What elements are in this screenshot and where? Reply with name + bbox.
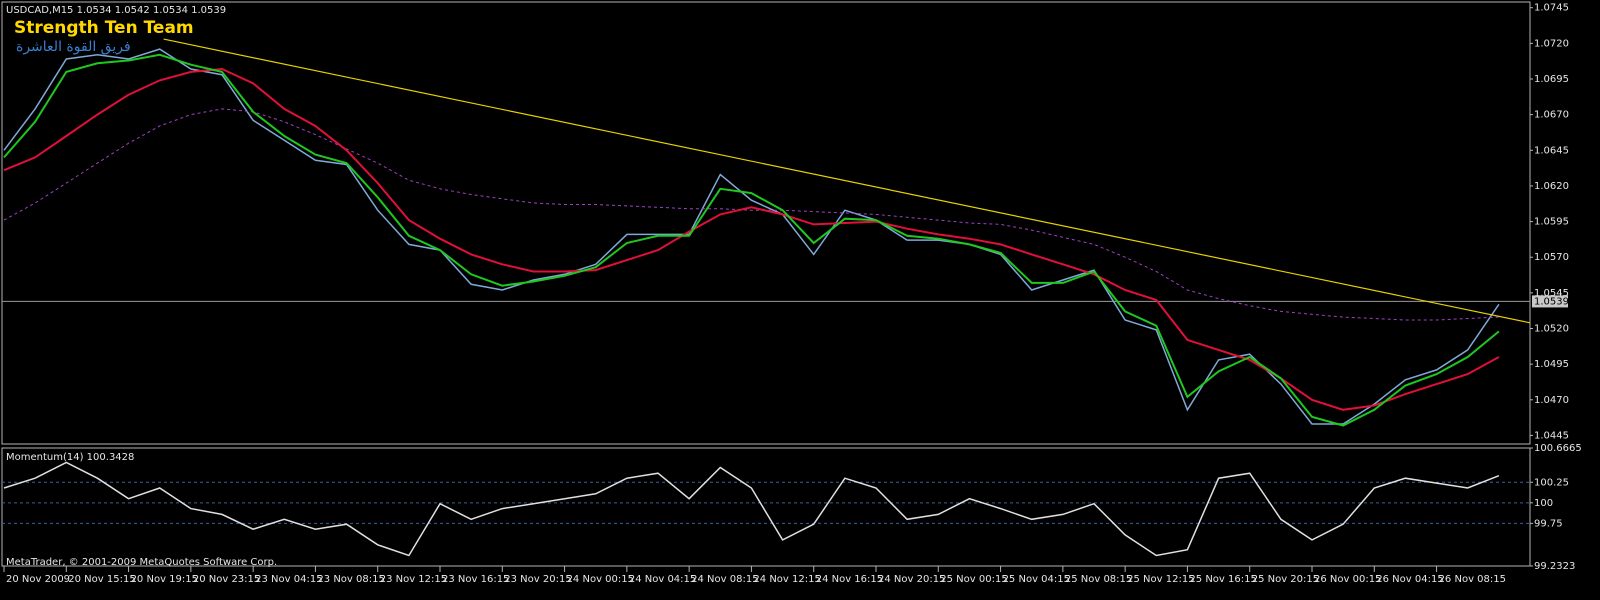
x-tick-label: 25 Nov 16:15	[1189, 574, 1256, 585]
x-tick-label: 26 Nov 00:15	[1314, 574, 1381, 585]
x-tick-label: 25 Nov 20:15	[1252, 574, 1319, 585]
symbol-header: USDCAD,M15 1.0534 1.0542 1.0534 1.0539	[6, 5, 226, 16]
y-tick-label: 1.0745	[1534, 3, 1569, 14]
x-tick-label: 20 Nov 23:15	[193, 574, 260, 585]
indicator-label: Momentum(14) 100.3428	[6, 452, 134, 463]
x-tick-label: 20 Nov 19:15	[131, 574, 198, 585]
y-tick-label: 1.0645	[1534, 145, 1569, 156]
x-tick-label: 26 Nov 04:15	[1376, 574, 1443, 585]
y-tick-label: 1.0520	[1534, 324, 1569, 335]
chart-title: Strength Ten Team	[14, 18, 194, 38]
y-tick-label: 100.25	[1534, 477, 1569, 488]
price-panel	[1, 1, 1531, 445]
x-tick-label: 25 Nov 12:15	[1127, 574, 1194, 585]
x-tick-label: 23 Nov 16:15	[442, 574, 509, 585]
footer: MetaTrader, © 2001-2009 MetaQuotes Softw…	[6, 557, 277, 568]
series-line	[3, 53, 1500, 427]
y-tick-label: 100.6665	[1534, 443, 1582, 454]
x-tick-label: 24 Nov 20:15	[878, 574, 945, 585]
x-tick-label: 24 Nov 08:15	[691, 574, 758, 585]
y-tick-label: 99.75	[1534, 518, 1563, 529]
y-tick-label: 1.0445	[1534, 430, 1569, 441]
x-tick-label: 23 Nov 12:15	[380, 574, 447, 585]
x-tick-label: 23 Nov 04:15	[255, 574, 322, 585]
y-tick-label: 1.0470	[1534, 395, 1569, 406]
y-tick-label: 1.0720	[1534, 38, 1569, 49]
x-tick-label: 24 Nov 16:15	[816, 574, 883, 585]
momentum-panel	[1, 447, 1531, 567]
y-tick-label: 1.0495	[1534, 359, 1569, 370]
x-tick-label: 26 Nov 08:15	[1439, 574, 1506, 585]
series-line	[3, 108, 1499, 321]
x-tick-label: 25 Nov 00:15	[940, 574, 1007, 585]
y-tick-label: 99.2323	[1534, 561, 1575, 572]
x-tick-label: 20 Nov 2009	[6, 574, 70, 585]
chart-subtitle: فريق القوة العاشرة	[16, 39, 131, 55]
y-tick-label: 1.0570	[1534, 252, 1569, 263]
y-tick-label: 1.0595	[1534, 217, 1569, 228]
x-tick-label: 25 Nov 08:15	[1065, 574, 1132, 585]
series-line	[3, 461, 1500, 557]
y-tick-label: 1.0670	[1534, 110, 1569, 121]
y-tick-label: 1.0620	[1534, 181, 1569, 192]
trendline	[163, 38, 1531, 324]
x-tick-label: 23 Nov 20:15	[504, 574, 571, 585]
x-tick-label: 23 Nov 08:15	[317, 574, 384, 585]
x-tick-label: 24 Nov 12:15	[753, 574, 820, 585]
y-tick-label: 1.0545	[1534, 288, 1569, 299]
x-tick-label: 24 Nov 00:15	[567, 574, 634, 585]
series-line	[3, 48, 1500, 425]
x-tick-label: 20 Nov 15:15	[68, 574, 135, 585]
series-line	[3, 67, 1500, 411]
x-tick-label: 25 Nov 04:15	[1003, 574, 1070, 585]
current-price-label: 1.0539	[1534, 296, 1569, 307]
y-tick-label: 1.0695	[1534, 74, 1569, 85]
x-tick-label: 24 Nov 04:15	[629, 574, 696, 585]
y-tick-label: 100	[1534, 498, 1553, 509]
current-price-box	[1532, 295, 1568, 308]
